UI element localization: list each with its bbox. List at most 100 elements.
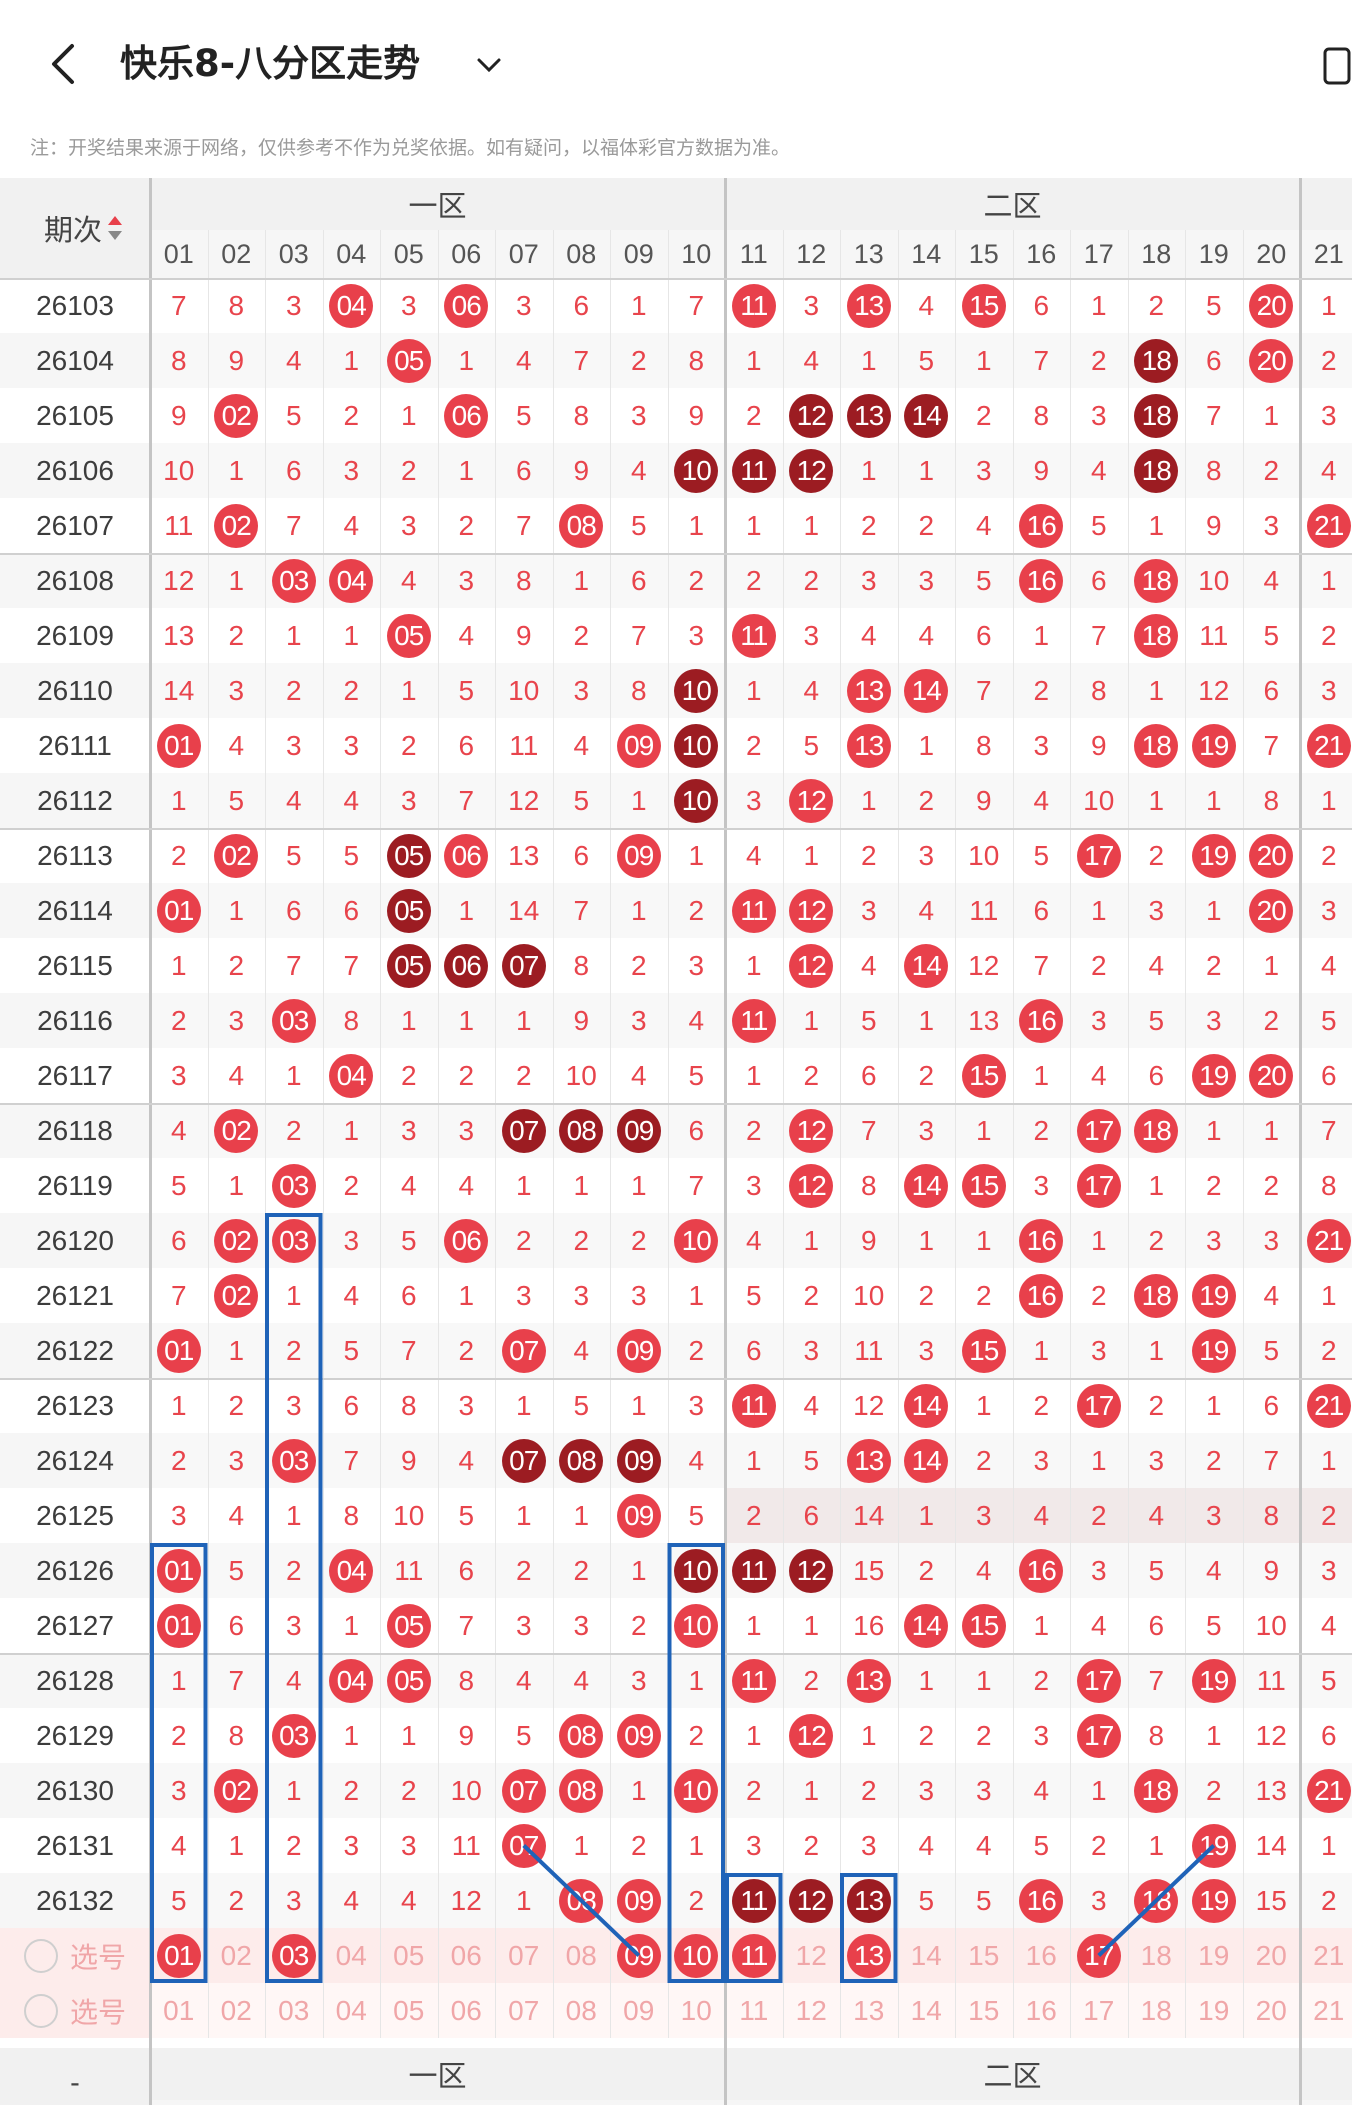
column-header[interactable]: 16: [1012, 230, 1070, 278]
number-cell: 09: [610, 828, 668, 883]
select-number-cell[interactable]: 18: [1127, 1983, 1185, 2038]
select-number-cell[interactable]: 12: [782, 1983, 840, 2038]
selected-number-ball[interactable]: 01: [156, 1933, 201, 1978]
select-number-cell[interactable]: 15: [955, 1928, 1013, 1983]
selected-number-ball[interactable]: 10: [674, 1933, 719, 1978]
selected-number-ball[interactable]: 11: [731, 1933, 776, 1978]
column-header[interactable]: 13: [840, 230, 898, 278]
selected-number-ball[interactable]: 17: [1076, 1933, 1121, 1978]
select-row-label[interactable]: 选号: [0, 1928, 150, 1983]
select-number-cell[interactable]: 10: [667, 1983, 725, 2038]
number-cell: 8: [840, 1158, 898, 1213]
select-number-cell[interactable]: 16: [1012, 1928, 1070, 1983]
select-number-cell[interactable]: 11: [725, 1928, 783, 1983]
number-cell: 4: [1012, 1763, 1070, 1818]
select-number-cell[interactable]: 13: [840, 1928, 898, 1983]
column-header[interactable]: 09: [610, 230, 668, 278]
drawn-number-ball: 03: [271, 1438, 316, 1483]
number-cell: 4: [725, 1213, 783, 1268]
select-number-cell[interactable]: 16: [1012, 1983, 1070, 2038]
drawn-number-ball: 18: [1134, 558, 1179, 603]
number-cell: 5: [1012, 828, 1070, 883]
column-header[interactable]: 15: [955, 230, 1013, 278]
select-number-cell[interactable]: 09: [610, 1983, 668, 2038]
column-header[interactable]: 06: [437, 230, 495, 278]
sort-icon[interactable]: [106, 213, 124, 243]
select-number-cell[interactable]: 06: [437, 1928, 495, 1983]
radio-circle-icon[interactable]: [23, 1938, 58, 1973]
column-header[interactable]: 04: [322, 230, 380, 278]
select-number-cell[interactable]: 11: [725, 1983, 783, 2038]
column-header[interactable]: 11: [725, 230, 783, 278]
column-header[interactable]: 07: [495, 230, 553, 278]
select-number-cell[interactable]: 01: [150, 1983, 208, 2038]
select-number-cell[interactable]: 21: [1300, 1983, 1352, 2038]
column-header[interactable]: 01: [150, 230, 208, 278]
select-number-cell[interactable]: 10: [667, 1928, 725, 1983]
column-header[interactable]: 10: [667, 230, 725, 278]
column-header[interactable]: 08: [552, 230, 610, 278]
number-cell: 1: [380, 993, 438, 1048]
number-cell: 1: [265, 1048, 323, 1103]
select-number-cell[interactable]: 20: [1242, 1928, 1300, 1983]
select-number-cell[interactable]: 08: [552, 1983, 610, 2038]
column-header[interactable]: 17: [1070, 230, 1128, 278]
column-header[interactable]: 21: [1300, 230, 1352, 278]
select-number-cell[interactable]: 08: [552, 1928, 610, 1983]
column-header[interactable]: 14: [897, 230, 955, 278]
select-number-cell[interactable]: 12: [782, 1928, 840, 1983]
device-icon[interactable]: [1322, 46, 1352, 86]
select-number-cell[interactable]: 07: [495, 1983, 553, 2038]
column-header[interactable]: 02: [207, 230, 265, 278]
select-number-cell[interactable]: 13: [840, 1983, 898, 2038]
select-number-cell[interactable]: 04: [322, 1983, 380, 2038]
number-cell: 3: [725, 773, 783, 828]
number-cell: 1: [667, 1653, 725, 1708]
drawn-number-ball: 16: [1019, 998, 1064, 1043]
column-header[interactable]: 19: [1185, 230, 1243, 278]
drawn-number-ball: 06: [444, 833, 489, 878]
select-number-cell[interactable]: 18: [1127, 1928, 1185, 1983]
select-number-cell[interactable]: 03: [265, 1983, 323, 2038]
select-number-cell[interactable]: 05: [380, 1983, 438, 2038]
select-number-cell[interactable]: 07: [495, 1928, 553, 1983]
number-cell: 7: [552, 333, 610, 388]
drawn-number-ball: 12: [789, 778, 834, 823]
select-number-cell[interactable]: 20: [1242, 1983, 1300, 2038]
radio-circle-icon[interactable]: [23, 1993, 58, 2028]
column-header[interactable]: 12: [782, 230, 840, 278]
period-cell: 26105: [0, 388, 150, 443]
back-arrow-icon[interactable]: [44, 40, 84, 88]
number-cell: 3: [782, 608, 840, 663]
select-number-cell[interactable]: 09: [610, 1928, 668, 1983]
select-number-cell[interactable]: 06: [437, 1983, 495, 2038]
select-number-cell[interactable]: 14: [897, 1928, 955, 1983]
select-number-cell[interactable]: 02: [207, 1983, 265, 2038]
select-number-cell[interactable]: 01: [150, 1928, 208, 1983]
number-cell: 1: [437, 1268, 495, 1323]
select-number-cell[interactable]: 21: [1300, 1928, 1352, 1983]
select-number-cell[interactable]: 04: [322, 1928, 380, 1983]
select-number-cell[interactable]: 17: [1070, 1983, 1128, 2038]
select-number-cell[interactable]: 05: [380, 1928, 438, 1983]
chevron-down-icon[interactable]: [474, 50, 504, 80]
period-header[interactable]: 期次: [0, 178, 150, 278]
selected-number-ball[interactable]: 13: [846, 1933, 891, 1978]
select-number-cell[interactable]: 17: [1070, 1928, 1128, 1983]
column-header[interactable]: 18: [1127, 230, 1185, 278]
column-header[interactable]: 03: [265, 230, 323, 278]
page-title[interactable]: 快乐8-八分区走势: [120, 42, 421, 85]
select-number-cell[interactable]: 19: [1185, 1983, 1243, 2038]
select-row-label[interactable]: 选号: [0, 1983, 150, 2038]
number-cell: 2: [322, 1763, 380, 1818]
select-number-cell[interactable]: 03: [265, 1928, 323, 1983]
selected-number-ball[interactable]: 03: [271, 1933, 316, 1978]
select-number-cell[interactable]: 19: [1185, 1928, 1243, 1983]
select-number-cell[interactable]: 02: [207, 1928, 265, 1983]
number-cell: 02: [207, 1213, 265, 1268]
column-header[interactable]: 05: [380, 230, 438, 278]
select-number-cell[interactable]: 15: [955, 1983, 1013, 2038]
column-header[interactable]: 20: [1242, 230, 1300, 278]
selected-number-ball[interactable]: 09: [616, 1933, 661, 1978]
select-number-cell[interactable]: 14: [897, 1983, 955, 2038]
